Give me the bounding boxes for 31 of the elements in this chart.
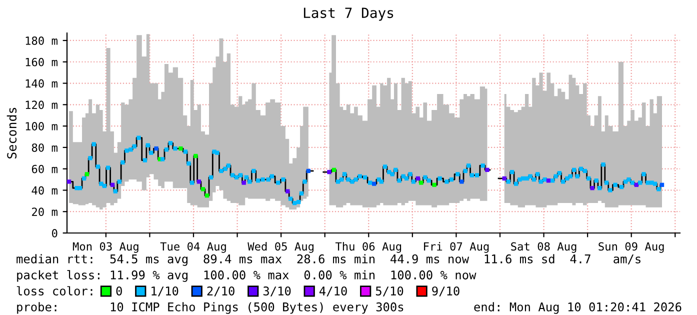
y-tick-label: 20 m: [32, 208, 58, 216]
text: end: Mon Aug 10 01:20:41 2026: [474, 302, 682, 314]
y-tick-label: 0: [52, 229, 58, 238]
y-tick-label: 160 m: [26, 58, 58, 66]
legend-label: 1/10: [152, 286, 178, 296]
x-tick-label: Tue 04 Aug: [160, 242, 226, 253]
legend-label: 5/10: [376, 286, 404, 296]
x-tick-label: Thu 06 Aug: [335, 242, 402, 253]
text: median rtt: 54.5 ms avg 89.4 ms max 28.6 ms min 44.9 ms now 11.6 ms sd 4.7 am/s: [16, 254, 640, 266]
y-tick-label: 180 m: [26, 36, 58, 45]
y-tick-label: 80 m: [32, 143, 58, 152]
y-axis-title: Seconds: [6, 108, 17, 158]
y-tick-label: 120 m: [26, 100, 58, 110]
legend-title: loss color:: [16, 286, 92, 296]
chart-title: Last 7 Days: [304, 8, 394, 21]
legend-label: 4/10: [319, 286, 347, 296]
legend-label: 0: [116, 286, 122, 296]
legend-label: 9/10: [432, 286, 460, 296]
y-tick-label: 60 m: [32, 164, 58, 174]
text: packet loss: 11.99 % avg 100.00 % max 0.00 % min 100.00 % now: [17, 270, 476, 282]
legend-label: 3/10: [263, 286, 291, 296]
x-tick-label: Mon 03 Aug: [72, 242, 138, 253]
legend-label: 2/10: [207, 286, 234, 296]
y-tick-label: 140 m: [26, 79, 58, 88]
x-tick-label: Wed 05 Aug: [248, 242, 314, 253]
y-tick-label: 40 m: [32, 186, 58, 195]
y-tick-label: 100 m: [26, 122, 58, 130]
x-tick-label: Sun 09 Aug: [598, 242, 664, 253]
text: probe: 10 ICMP Echo Pings (500 Bytes) every 300s: [17, 302, 404, 314]
x-tick-label: Fri 07 Aug: [424, 242, 489, 253]
x-tick-label: Sat 08 Aug: [511, 242, 576, 253]
